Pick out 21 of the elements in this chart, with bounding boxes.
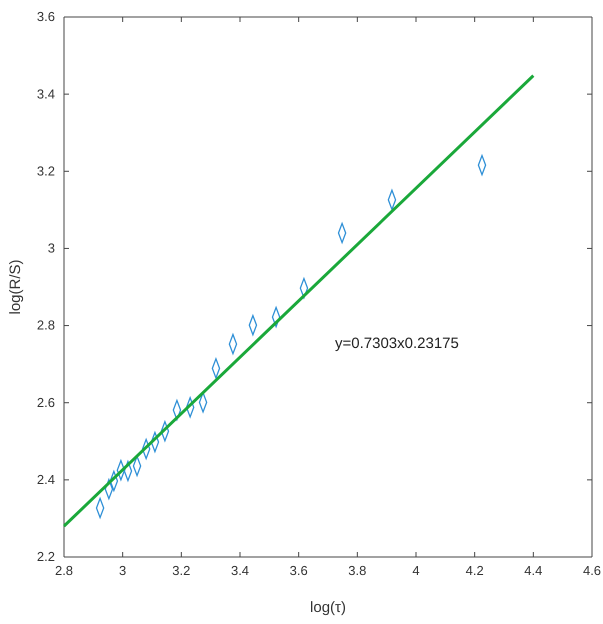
y-tick-label: 3.2 [36,163,55,178]
x-tick-label: 3.6 [290,563,308,578]
y-tick-label: 3.4 [36,86,55,102]
y-tick-label: 2.8 [36,318,55,333]
y-tick-label: 2.6 [36,394,55,410]
x-tick-label: 4 [412,563,420,578]
x-tick-label: 2.8 [54,563,74,578]
y-axis-title: log(R/S) [7,259,24,315]
y-tick-label: 2.4 [36,472,55,488]
x-tick-label: 4.6 [582,563,602,578]
x-tick-label: 3 [119,563,126,578]
x-tick-label: 4.4 [524,563,542,578]
x-tick-label: 3.2 [172,563,190,578]
annotation: y=0.7303x0.23175 [335,335,459,352]
y-tick-label: 2.2 [36,549,55,564]
y-tick-label: 3.6 [36,9,55,24]
y-tick-label: 3 [48,240,55,256]
x-tick-label: 3.4 [230,563,250,578]
x-axis-title: log(τ) [310,599,346,616]
x-tick-label: 4.2 [466,563,484,578]
x-tick-label: 3.8 [348,563,366,578]
